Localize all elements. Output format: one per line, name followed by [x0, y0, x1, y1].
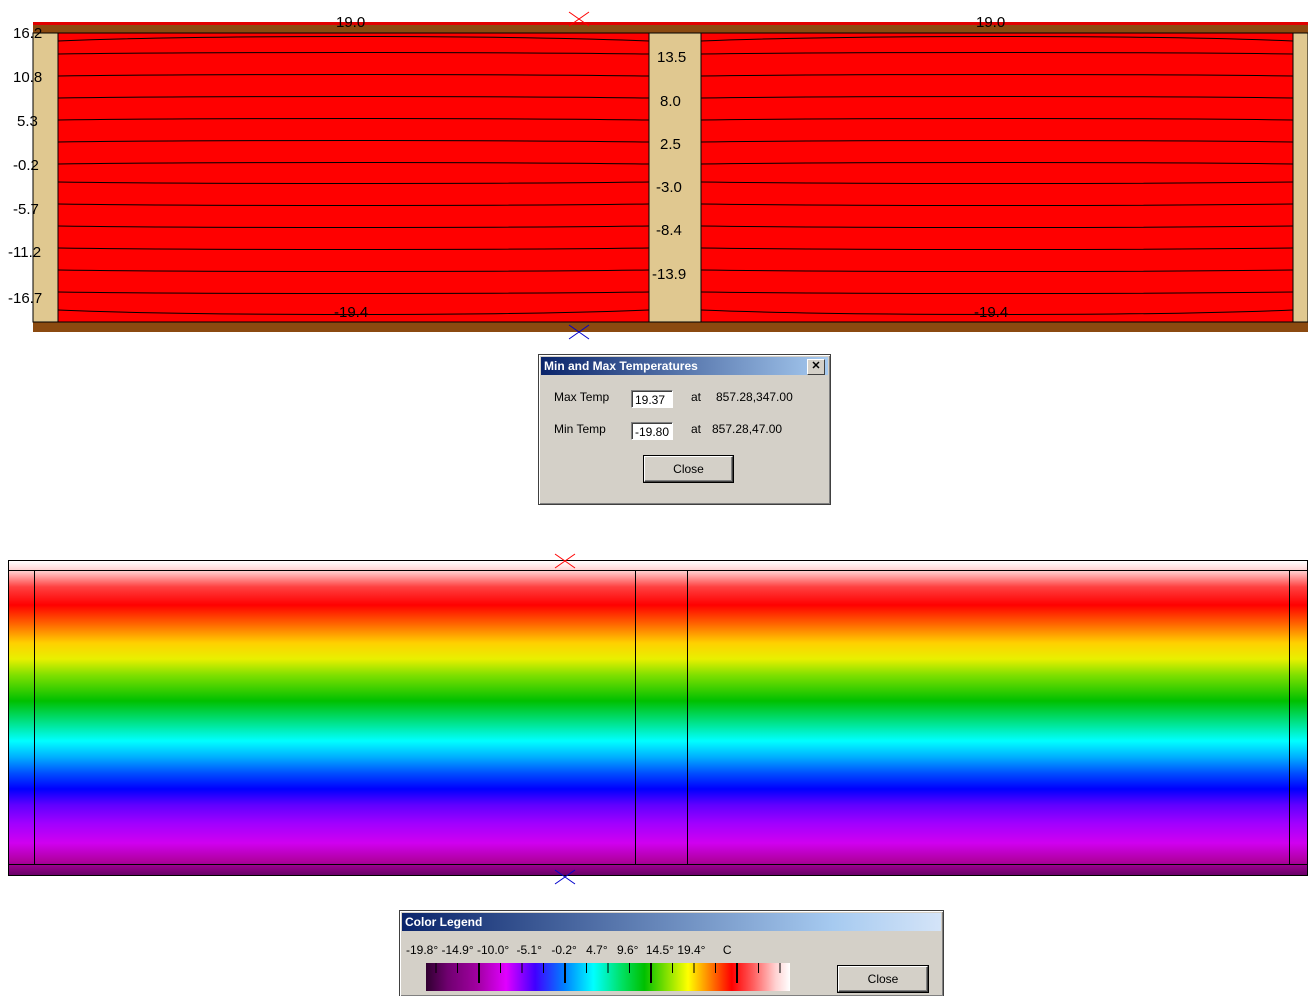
isotherm-line: [57, 203, 1294, 206]
color-legend-title: Color Legend: [405, 915, 483, 929]
center-label: -3.0: [656, 179, 682, 196]
legend-scale-value: 14.5°: [645, 943, 674, 957]
isotherm-line: [57, 118, 1294, 121]
left-label: 5.3: [17, 113, 38, 130]
min-at-label: at: [691, 422, 702, 436]
isotherm-line: [57, 269, 1294, 272]
center-stud-left-line: [635, 570, 636, 864]
minmax-dialog-title: Min and Max Temperatures: [544, 359, 698, 373]
isotherm-line: [57, 247, 1294, 250]
legend-scale-value: -19.8°: [406, 943, 439, 957]
top-edge-label: 19.0: [976, 14, 1006, 31]
legend-scale-value: 9.6°: [616, 943, 639, 957]
bottom-edge-label: -19.4: [974, 304, 1009, 321]
center-label: -8.4: [656, 222, 682, 239]
isotherm-line: [57, 291, 1294, 294]
close-icon[interactable]: ✕: [807, 359, 825, 375]
isotherm-canvas: [32, 11, 1308, 340]
center-label: 2.5: [660, 136, 681, 153]
legend-color-bar: [426, 963, 790, 991]
minmax-dialog-titlebar[interactable]: Min and Max Temperatures ✕: [541, 357, 828, 375]
right-stud-line: [1289, 570, 1290, 864]
max-temp-label: Max Temp: [554, 390, 610, 404]
isotherm-line: [57, 181, 1294, 184]
min-location: 857.28,47.00: [712, 422, 783, 436]
legend-scale-value: -10.0°: [477, 943, 510, 957]
isotherm-line: [57, 36, 1294, 42]
left-stud: [32, 32, 59, 323]
max-marker: [568, 11, 590, 27]
legend-close-button[interactable]: Close: [837, 965, 929, 993]
legend-scale-value: 4.7°: [586, 943, 608, 957]
bottom-edge-label: -19.4: [334, 304, 369, 321]
min-marker: [568, 324, 590, 340]
top-red-stripe: [33, 22, 1308, 25]
isotherm-line: [57, 52, 1294, 55]
isotherm-lines: [57, 36, 1294, 315]
right-cavity: [700, 32, 1294, 323]
min-marker: [554, 869, 576, 885]
isotherm-line: [57, 225, 1294, 228]
temperature-gradient-view: [8, 553, 1308, 885]
legend-tick-marks: [435, 963, 781, 983]
left-label: 10.8: [13, 69, 43, 86]
top-edge-label: 19.0: [336, 14, 366, 31]
legend-scale-value: -0.2°: [551, 943, 577, 957]
left-cavity: [57, 32, 650, 323]
left-label: -16.7: [8, 290, 43, 307]
color-legend-dialog: Color Legend -19.8° -14.9° -10.0° -5.1° …: [399, 910, 944, 996]
legend-scale-value: -14.9°: [441, 943, 474, 957]
legend-scale-value: 19.4°: [677, 943, 706, 957]
left-stud-line: [34, 570, 35, 864]
legend-scale-value: -5.1°: [516, 943, 542, 957]
isotherm-line: [57, 309, 1294, 315]
legend-unit: C: [722, 943, 732, 957]
top-edge: [33, 24, 1308, 33]
center-label: -13.9: [652, 266, 687, 283]
right-stud: [1292, 32, 1308, 323]
isotherm-view: 16.2 10.8 5.3 -0.2 -5.7 -11.2 -16.7 13.5…: [0, 0, 1308, 340]
isotherm-line: [57, 96, 1294, 99]
center-label: 8.0: [660, 93, 681, 110]
min-temp-label: Min Temp: [554, 422, 606, 436]
center-label: 13.5: [657, 49, 687, 66]
center-stud: [648, 32, 702, 323]
isotherm-line: [57, 140, 1294, 143]
isotherm-line: [57, 74, 1294, 77]
min-temp-field[interactable]: -19.80: [631, 422, 673, 440]
isotherm-line: [57, 162, 1294, 165]
max-marker: [554, 553, 576, 569]
max-temp-field[interactable]: 19.37: [631, 390, 673, 408]
center-stud-right-line: [687, 570, 688, 864]
max-location: 857.28,347.00: [716, 390, 793, 404]
left-label: -5.7: [13, 201, 39, 218]
max-at-label: at: [691, 390, 702, 404]
bottom-edge: [33, 322, 1308, 332]
left-label: -0.2: [13, 157, 39, 174]
temperature-gradient-fill: [8, 560, 1308, 876]
legend-scale: -19.8° -14.9° -10.0° -5.1° -0.2° 4.7° 9.…: [406, 943, 731, 957]
minmax-dialog: Min and Max Temperatures ✕ Max Temp 19.3…: [538, 354, 831, 505]
top-boundary-line: [8, 570, 1308, 571]
left-label: 16.2: [13, 25, 43, 42]
minmax-close-button[interactable]: Close: [643, 455, 734, 483]
color-legend-titlebar[interactable]: Color Legend: [402, 913, 941, 931]
bottom-boundary-line: [8, 864, 1308, 865]
left-label: -11.2: [8, 244, 42, 261]
